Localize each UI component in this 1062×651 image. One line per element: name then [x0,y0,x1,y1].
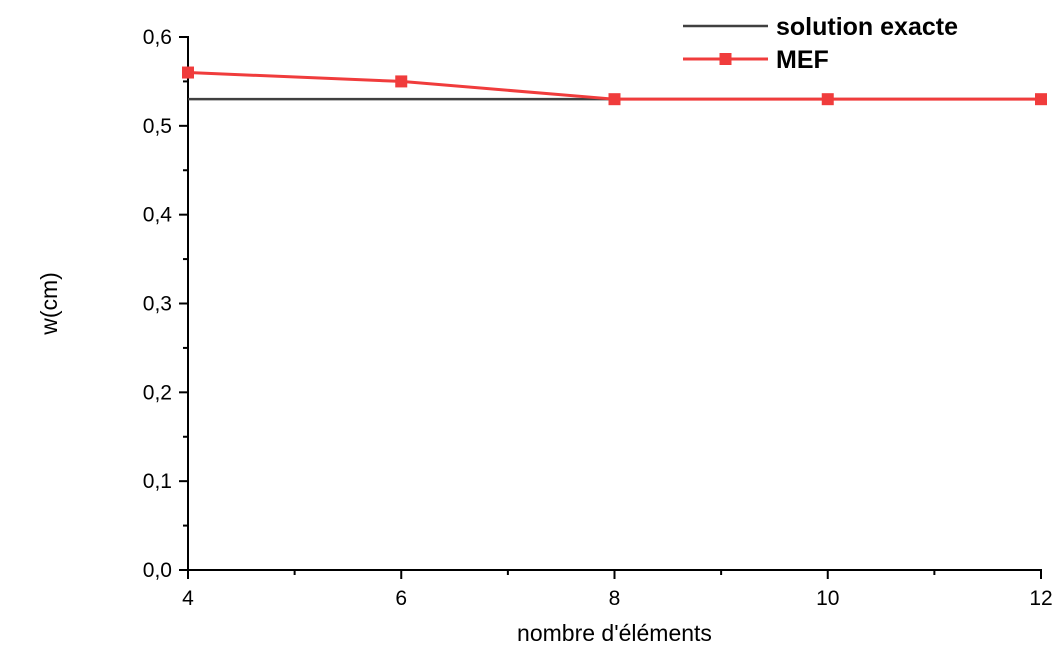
legend-item: MEF [683,46,829,74]
x-axis-title: nombre d'éléments [517,620,712,646]
y-axis-title: w(cm) [36,272,62,336]
series-mef [182,66,1047,106]
legend-item: solution exacte [683,13,958,41]
y-tick-label: 0,1 [143,470,172,493]
data-point [608,93,621,106]
y-tick-label: 0,2 [143,381,172,404]
y-axis-ticks: 0,0 0,1 0,2 0,3 0,4 0,5 0,6 [143,26,188,582]
data-point [821,93,834,106]
y-tick-label: 0,0 [143,559,172,582]
x-axis-ticks: 4 6 8 10 12 [182,570,1053,610]
data-point [1035,93,1047,106]
axes: 0,0 0,1 0,2 0,3 0,4 0,5 0,6 4 6 8 10 12 [143,26,1053,610]
series-layer [182,66,1047,106]
data-point [395,75,408,88]
x-tick-label: 6 [395,587,407,610]
x-tick-label: 4 [182,587,194,610]
legend-marker [719,53,732,65]
x-tick-label: 12 [1029,587,1052,610]
legend-label: solution exacte [776,13,958,41]
y-tick-label: 0,6 [143,26,172,49]
y-tick-label: 0,5 [143,115,172,138]
x-tick-label: 10 [816,587,839,610]
y-tick-label: 0,3 [143,293,172,316]
legend: solution exacte MEF [683,13,958,74]
y-tick-label: 0,4 [143,204,173,227]
x-tick-label: 8 [609,587,621,610]
legend-label: MEF [776,46,829,74]
data-point [182,66,194,79]
